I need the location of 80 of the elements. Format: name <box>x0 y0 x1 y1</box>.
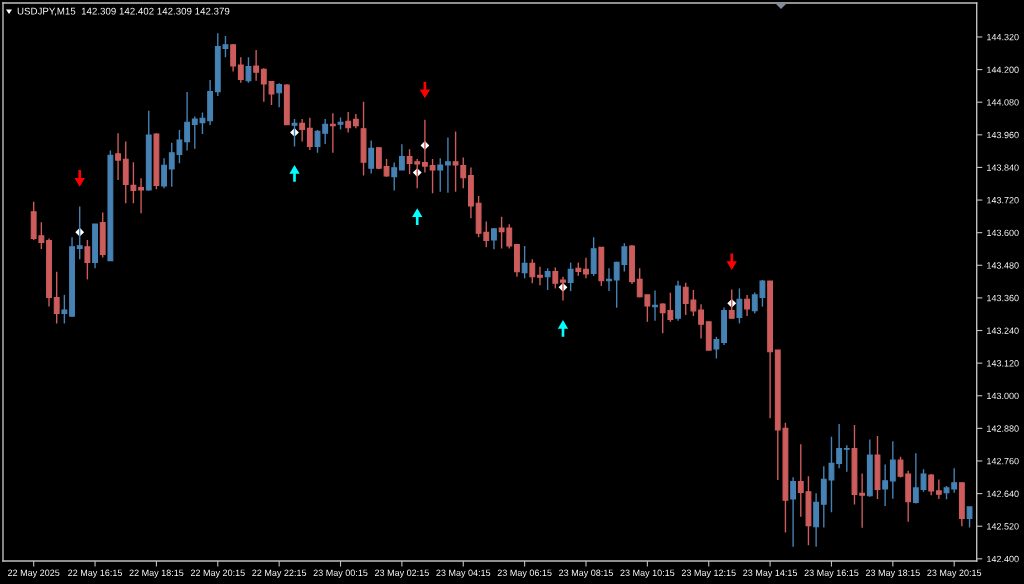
candlestick <box>276 82 283 109</box>
candlestick <box>115 132 121 181</box>
candlestick <box>84 239 91 281</box>
y-tick-label: 142.640 <box>987 490 1019 497</box>
y-tick-label: 143.480 <box>987 262 1019 269</box>
candlestick <box>437 157 444 193</box>
candlestick <box>583 256 589 280</box>
y-tick-label: 143.840 <box>987 164 1019 171</box>
candlestick <box>138 177 145 215</box>
x-tick-label: 23 May 02:15 <box>374 569 429 578</box>
candlestick <box>966 506 973 529</box>
candlestick <box>237 56 244 84</box>
candlestick <box>230 43 237 73</box>
candlestick <box>935 478 942 500</box>
x-tick-label: 23 May 14:15 <box>743 569 798 578</box>
x-tick-label: 22 May 18:15 <box>129 569 184 578</box>
y-tick-label: 143.240 <box>987 327 1019 334</box>
x-tick-label: 22 May 16:15 <box>68 569 123 578</box>
candlestick <box>184 91 191 152</box>
candlestick <box>398 143 405 171</box>
x-tick-label: 22 May 2025 <box>8 569 60 578</box>
candlestick <box>537 265 543 286</box>
y-tick-label: 144.080 <box>987 99 1019 106</box>
candlestick <box>444 136 451 194</box>
candlestick <box>130 161 137 205</box>
candlestick <box>790 476 797 548</box>
candlestick <box>329 112 336 154</box>
candlestick <box>567 261 574 292</box>
candlestick <box>306 117 313 151</box>
x-tick-label: 23 May 04:15 <box>436 569 491 578</box>
x-tick-label: 22 May 22:15 <box>252 569 307 578</box>
x-tick-label: 23 May 20:15 <box>927 569 982 578</box>
candlestick <box>161 157 168 190</box>
candlestick <box>491 227 497 250</box>
y-tick-label: 143.720 <box>987 197 1019 204</box>
point <box>557 320 569 337</box>
candlestick <box>521 245 528 280</box>
candlestick <box>345 111 352 134</box>
candlestick <box>552 266 559 290</box>
y-tick-label: 143.120 <box>987 360 1019 367</box>
chart-title: USDJPY,M15 142.309 142.402 142.309 142.379 <box>17 7 230 16</box>
candlestick <box>61 294 68 325</box>
candlestick <box>606 267 612 292</box>
candlestick <box>391 161 398 192</box>
candlestick <box>245 56 252 84</box>
x-tick-label: 23 May 12:15 <box>681 569 736 578</box>
candlestick <box>368 139 375 175</box>
y-tick-label: 143.000 <box>987 392 1019 400</box>
y-tick-label: 143.600 <box>987 229 1019 237</box>
y-tick-label: 144.320 <box>987 33 1019 41</box>
y-tick-label: 143.960 <box>987 131 1019 139</box>
x-tick-label: 23 May 18:15 <box>865 569 920 578</box>
x-tick-label: 23 May 08:15 <box>559 569 613 578</box>
x-tick-label: 23 May 06:15 <box>497 569 552 578</box>
candlestick <box>698 303 704 340</box>
candlestick <box>429 158 436 194</box>
candlestick <box>652 289 658 322</box>
candlestick <box>889 440 896 500</box>
x-tick-label: 23 May 16:15 <box>804 569 859 578</box>
candlestick <box>843 444 850 473</box>
candlestick <box>882 463 889 507</box>
y-tick-label: 142.760 <box>987 457 1019 465</box>
candlestick <box>736 287 743 325</box>
x-tick-label: 23 May 10:15 <box>620 569 675 578</box>
x-tick-label: 22 May 20:15 <box>190 569 245 578</box>
y-tick-label: 142.520 <box>987 523 1019 530</box>
candlestick <box>53 271 60 325</box>
candlestick <box>744 294 751 317</box>
candlestick <box>713 336 720 360</box>
candlestick <box>928 473 935 496</box>
y-tick-label: 142.400 <box>987 555 1019 563</box>
candlestick <box>836 423 843 470</box>
candlestick <box>544 267 551 291</box>
y-tick-label: 142.880 <box>987 425 1019 432</box>
candlestick <box>299 118 306 143</box>
x-tick-label: 23 May 00:15 <box>313 569 368 578</box>
y-tick-label: 143.360 <box>987 294 1019 302</box>
candlestick <box>529 258 536 284</box>
y-tick-label: 144.200 <box>987 66 1019 73</box>
candlestick <box>253 49 260 82</box>
